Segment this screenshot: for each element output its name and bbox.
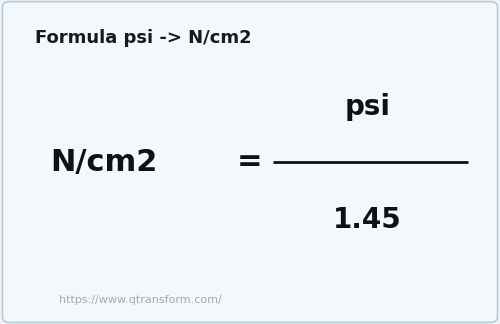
Text: 1.45: 1.45	[333, 206, 402, 234]
Text: N/cm2: N/cm2	[50, 147, 158, 177]
Text: Formula psi -> N/cm2: Formula psi -> N/cm2	[35, 29, 252, 47]
Text: =: =	[237, 147, 263, 177]
Text: https://www.qtransform.com/: https://www.qtransform.com/	[58, 295, 222, 305]
FancyBboxPatch shape	[2, 2, 498, 322]
Text: psi: psi	[344, 93, 391, 121]
